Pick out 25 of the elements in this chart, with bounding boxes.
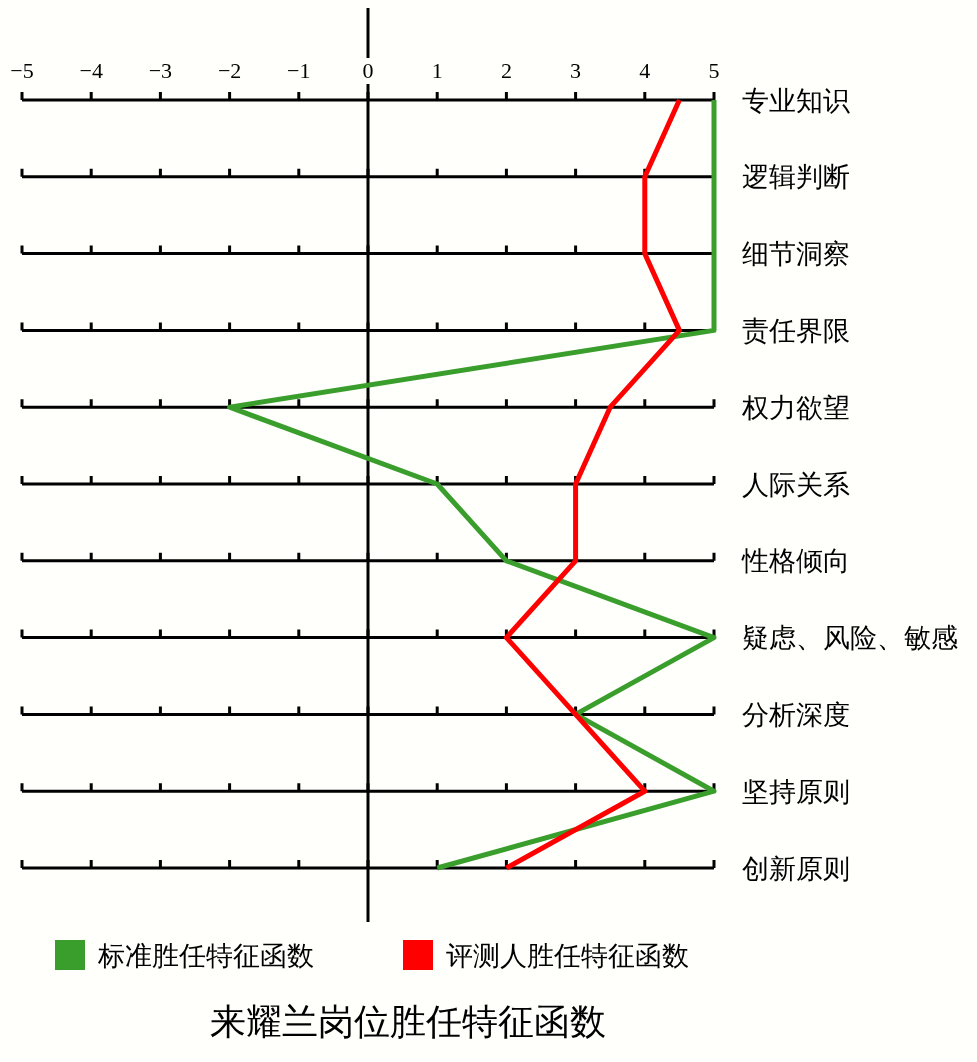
x-tick-label: −4 [79,58,103,83]
x-tick-label: −3 [148,58,173,83]
y-tick-label: 责任界限 [742,314,850,346]
x-tick-label: 5 [708,58,720,83]
y-tick-label: 细节洞察 [742,238,850,270]
legend-label: 评测人胜任特征函数 [446,939,689,971]
y-tick-label: 人际关系 [742,468,850,500]
y-tick-label: 逻辑判断 [742,161,850,193]
x-tick-label: 3 [570,58,582,83]
y-tick-label: 坚持原则 [742,775,850,807]
legend-label: 标准胜任特征函数 [97,939,314,971]
y-tick-label: 性格倾向 [741,545,850,577]
x-tick-label: 4 [639,58,651,83]
x-tick-label: 2 [500,58,512,83]
x-tick-label: 0 [362,58,374,83]
x-tick-label: −5 [10,58,34,83]
x-tick-label: −2 [217,58,242,83]
y-tick-label: 权力欲望 [741,391,850,423]
x-tick-label: −1 [287,58,311,83]
y-tick-label: 分析深度 [742,698,850,730]
x-tick-label: 1 [431,58,443,83]
y-tick-label: 专业知识 [742,84,850,116]
text: 来耀兰岗位胜任特征函数 [210,1001,606,1042]
y-tick-label: 疑虑、风险、敏感 [742,622,958,654]
y-tick-label: 创新原则 [742,852,850,884]
